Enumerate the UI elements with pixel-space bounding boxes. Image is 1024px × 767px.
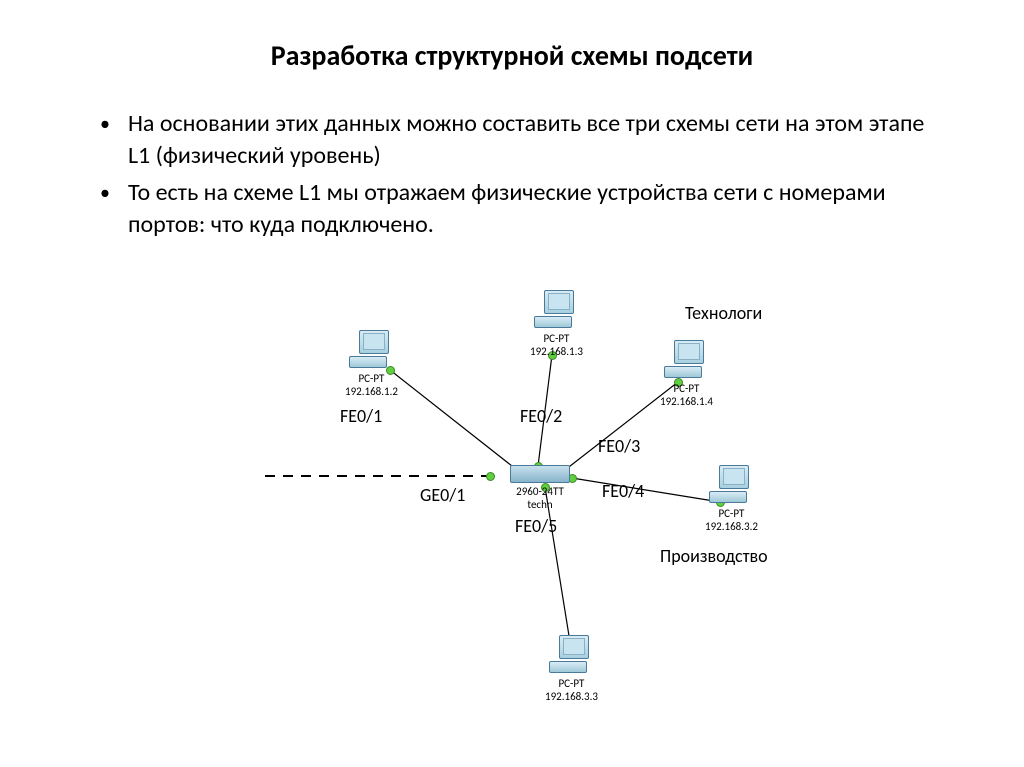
port-label: FE0/3: [598, 435, 640, 457]
bullet-text: То есть на схеме L1 мы отражаем физическ…: [128, 177, 930, 242]
pc-label: PC-PT192.168.1.4: [660, 382, 713, 408]
bullet-list: • На основании этих данных можно состави…: [130, 108, 930, 246]
computer-icon: [347, 330, 395, 370]
link-pc4: [572, 478, 720, 502]
computer-icon: [662, 340, 710, 380]
computer-icon: [707, 465, 755, 505]
port-dot-icon: [486, 472, 495, 481]
pc-label: PC-PT192.168.3.3: [545, 677, 598, 703]
group-label: Технологи: [685, 302, 762, 324]
pc-node: PC-PT192.168.1.4: [660, 340, 713, 408]
page-title: Разработка структурной схемы подсети: [0, 38, 1024, 73]
bullet-item: • На основании этих данных можно состави…: [130, 108, 930, 173]
bullet-text: На основании этих данных можно составить…: [128, 108, 930, 173]
port-label: FE0/1: [340, 405, 382, 427]
bullet-marker-icon: •: [100, 177, 110, 242]
switch-icon: [510, 465, 570, 483]
port-label: FE0/4: [602, 480, 644, 502]
pc-node: PC-PT192.168.3.3: [545, 635, 598, 703]
bullet-item: • То есть на схеме L1 мы отражаем физиче…: [130, 177, 930, 242]
network-diagram: 2960-24TTtechn PC-PT192.168.1.2 PC-PT192…: [260, 290, 840, 720]
pc-label: PC-PT192.168.3.2: [705, 507, 758, 533]
switch-node: 2960-24TTtechn: [510, 465, 570, 511]
switch-label: 2960-24TTtechn: [510, 485, 570, 511]
computer-icon: [547, 635, 595, 675]
group-label: Производство: [660, 545, 768, 567]
pc-label: PC-PT192.168.1.2: [345, 372, 398, 398]
link-pc1: [390, 370, 517, 470]
pc-node: PC-PT192.168.3.2: [705, 465, 758, 533]
bullet-marker-icon: •: [100, 108, 110, 173]
pc-node: PC-PT192.168.1.3: [530, 290, 583, 358]
pc-node: PC-PT192.168.1.2: [345, 330, 398, 398]
computer-icon: [532, 290, 580, 330]
port-label: FE0/5: [515, 515, 557, 537]
port-label: FE0/2: [520, 405, 562, 427]
pc-label: PC-PT192.168.1.3: [530, 332, 583, 358]
port-label: GE0/1: [420, 484, 465, 506]
